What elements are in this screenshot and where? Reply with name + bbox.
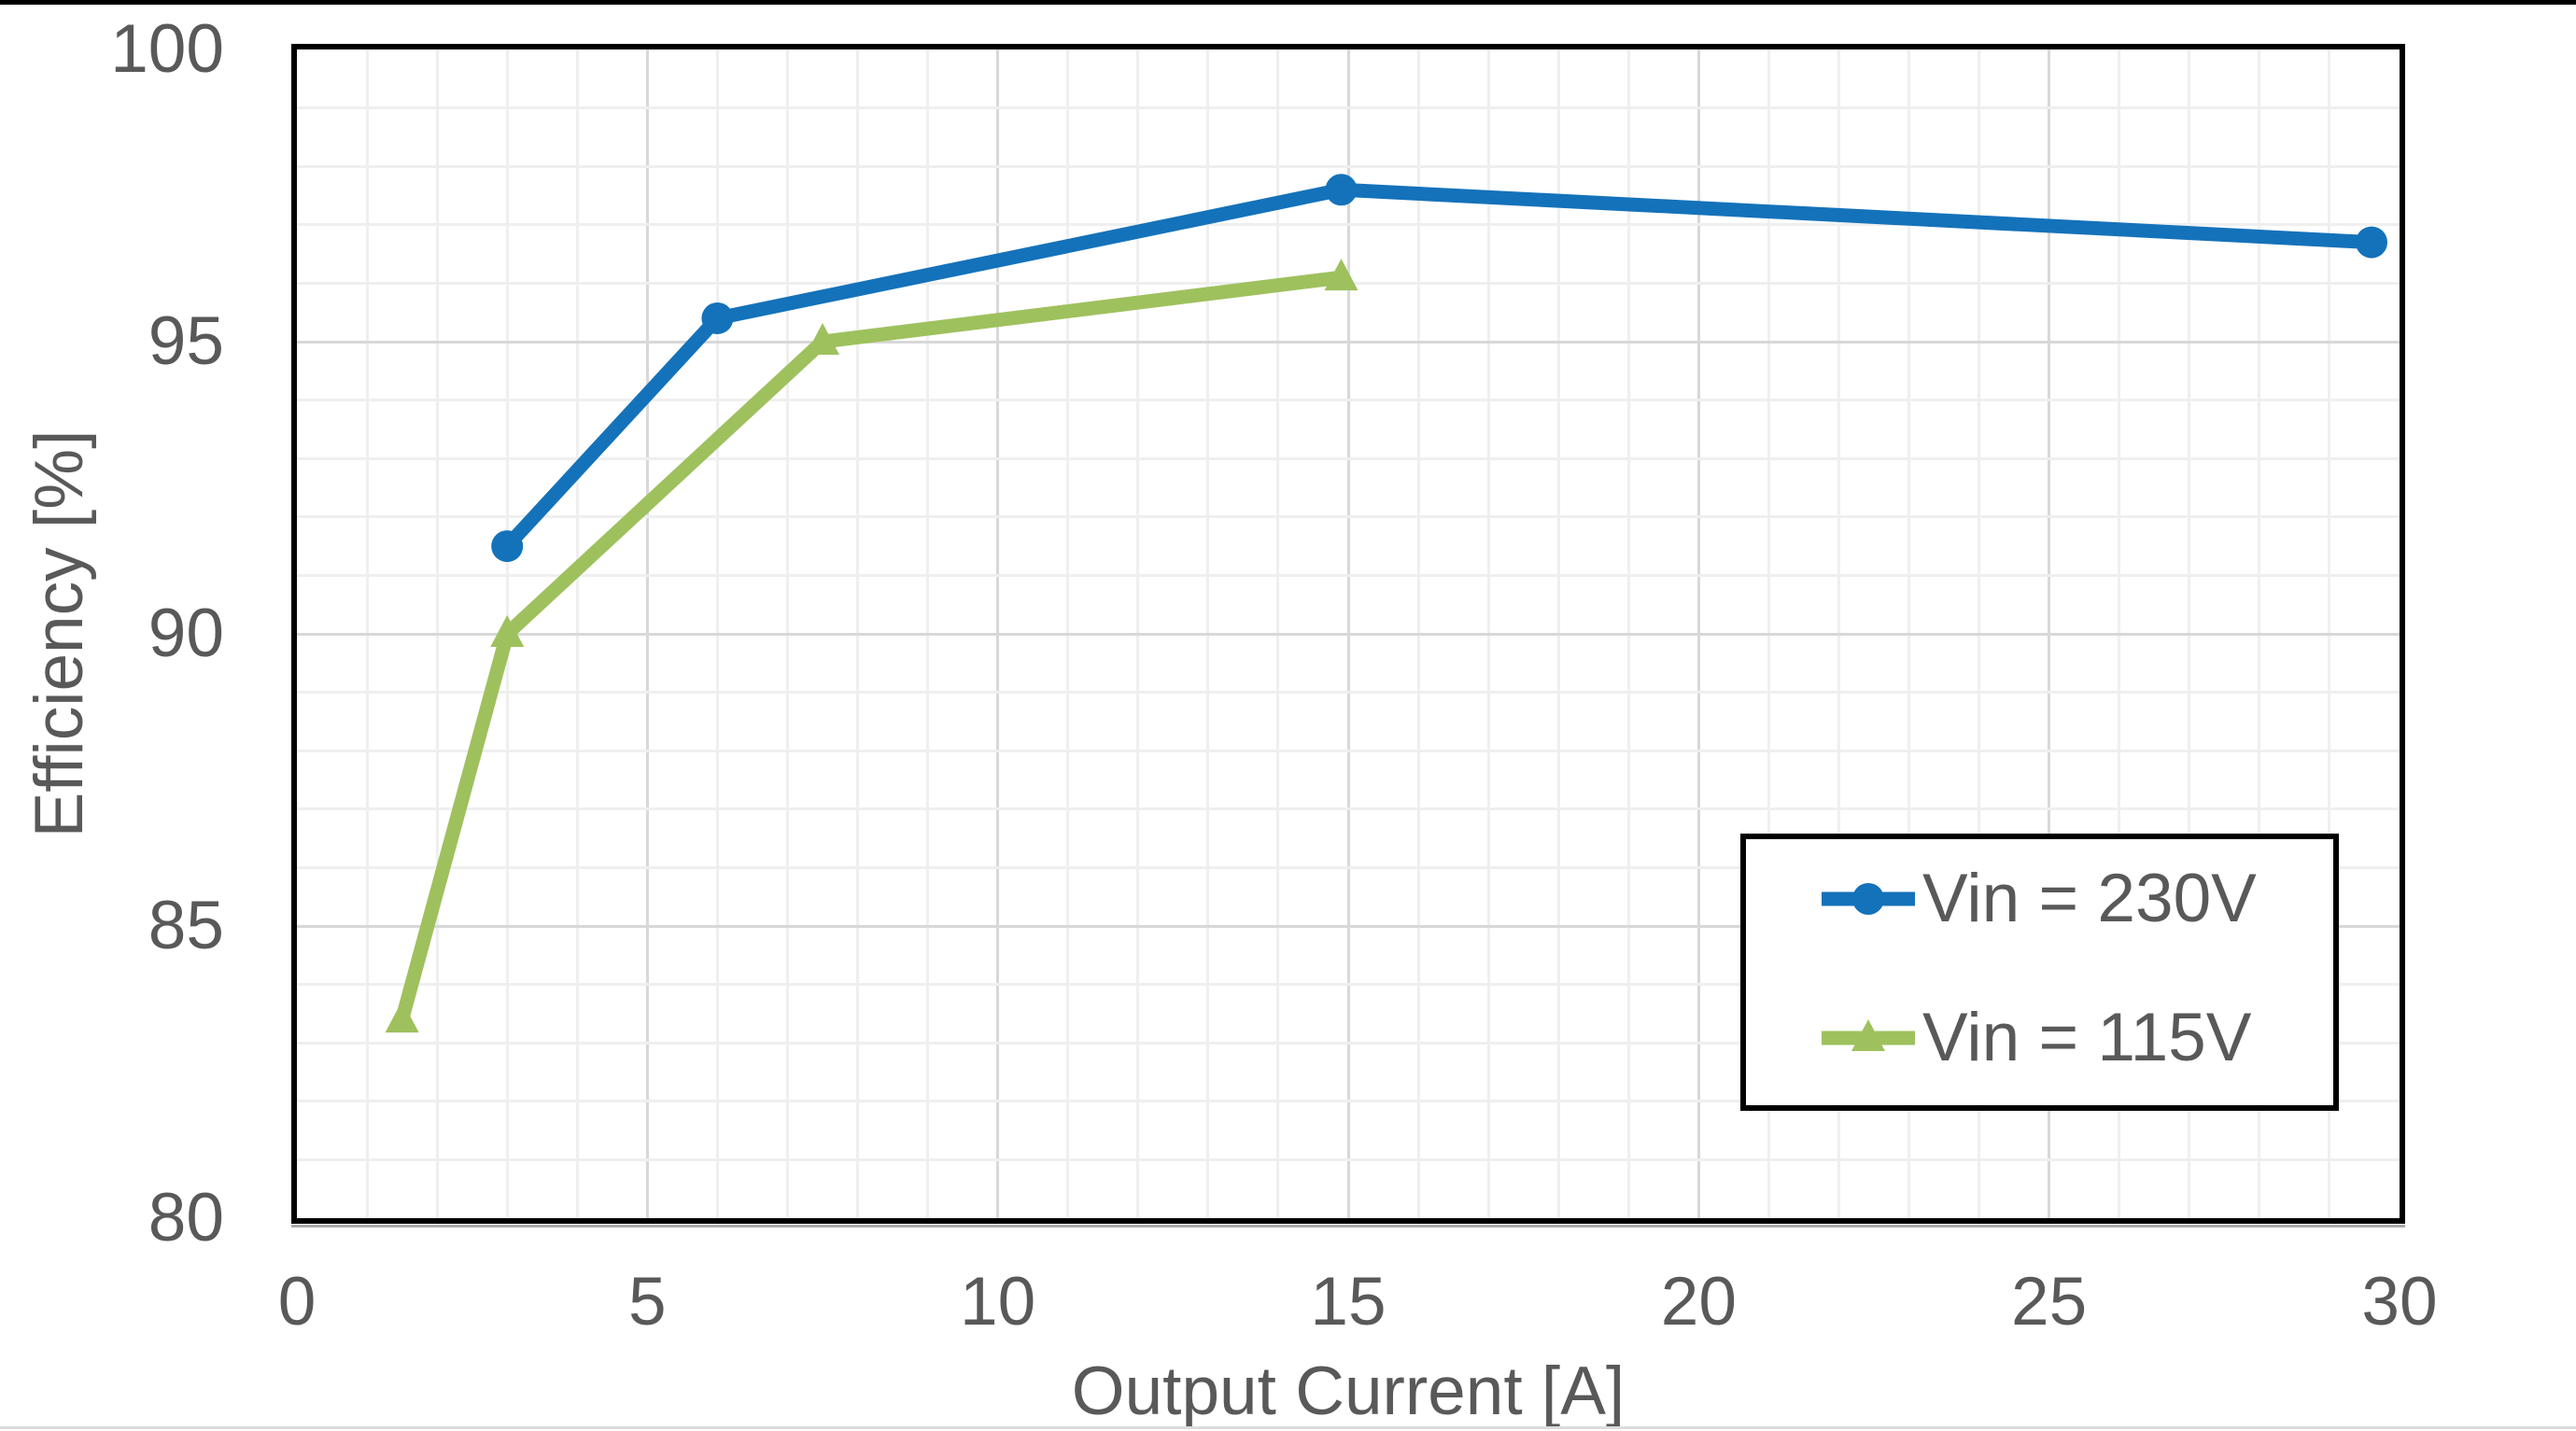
data-point-marker-triangle — [1324, 259, 1358, 291]
x-tick-label: 15 — [1310, 1264, 1387, 1340]
minor-gridline-horizontal — [297, 865, 2400, 869]
minor-gridline-horizontal — [297, 515, 2400, 519]
minor-gridline-horizontal — [297, 807, 2400, 811]
minor-gridline-horizontal — [297, 749, 2400, 752]
y-tick-label: 85 — [148, 888, 224, 963]
y-tick-label: 95 — [148, 303, 224, 379]
legend-label-vin-115: Vin = 115V — [1922, 1000, 2252, 1075]
data-point-marker-circle — [1325, 174, 1358, 206]
x-tick-label: 25 — [2011, 1264, 2088, 1340]
minor-gridline-horizontal — [297, 1041, 2400, 1045]
minor-gridline-horizontal — [297, 983, 2400, 987]
minor-gridline-horizontal — [297, 456, 2400, 460]
x-tick-label: 20 — [1660, 1264, 1737, 1340]
legend: Vin = 230V Vin = 115V — [1740, 834, 2339, 1111]
minor-gridline-horizontal — [297, 106, 2400, 110]
data-point-marker-circle — [491, 530, 524, 563]
page-bottom-divider — [0, 1426, 2576, 1429]
x-tick-label: 5 — [628, 1264, 667, 1340]
legend-triangle-marker-icon — [1822, 1019, 1915, 1051]
minor-gridline-horizontal — [297, 1157, 2400, 1161]
x-axis-title: Output Current [A] — [1071, 1354, 1626, 1429]
data-point-marker-triangle — [490, 615, 525, 647]
x-tick-label: 30 — [2361, 1264, 2438, 1340]
x-tick-label: 10 — [960, 1264, 1036, 1340]
minor-gridline-horizontal — [297, 223, 2400, 227]
x-tick-label: 0 — [277, 1264, 317, 1340]
chart-top-border — [0, 0, 2576, 5]
major-gridline-horizontal — [297, 340, 2400, 344]
data-point-marker-circle — [2355, 226, 2387, 259]
major-gridline-horizontal — [297, 632, 2400, 636]
data-point-marker-triangle — [385, 1001, 419, 1033]
plot-bottom-shadow — [291, 1225, 2405, 1228]
minor-gridline-horizontal — [297, 164, 2400, 168]
data-series-layer — [385, 174, 2387, 1033]
legend-item-vin-115: Vin = 115V — [1746, 991, 2333, 1085]
legend-item-vin-230: Vin = 230V — [1746, 852, 2333, 946]
plot-area — [291, 44, 2405, 1224]
data-point-marker-circle — [701, 302, 734, 334]
minor-gridline-horizontal — [297, 691, 2400, 694]
y-tick-label: 80 — [148, 1180, 224, 1256]
data-point-marker-triangle — [806, 323, 839, 355]
series-line-0 — [500, 182, 2379, 554]
legend-label-vin-230: Vin = 230V — [1922, 861, 2257, 936]
series-line-1 — [395, 270, 1348, 1027]
y-tick-label: 100 — [110, 11, 224, 87]
minor-gridline-horizontal — [297, 573, 2400, 577]
y-tick-label: 90 — [148, 596, 224, 671]
legend-circle-marker-icon — [1822, 883, 1915, 915]
minor-gridline-horizontal — [297, 399, 2400, 402]
major-gridline-horizontal — [297, 924, 2400, 928]
minor-gridline-horizontal — [297, 1100, 2400, 1103]
